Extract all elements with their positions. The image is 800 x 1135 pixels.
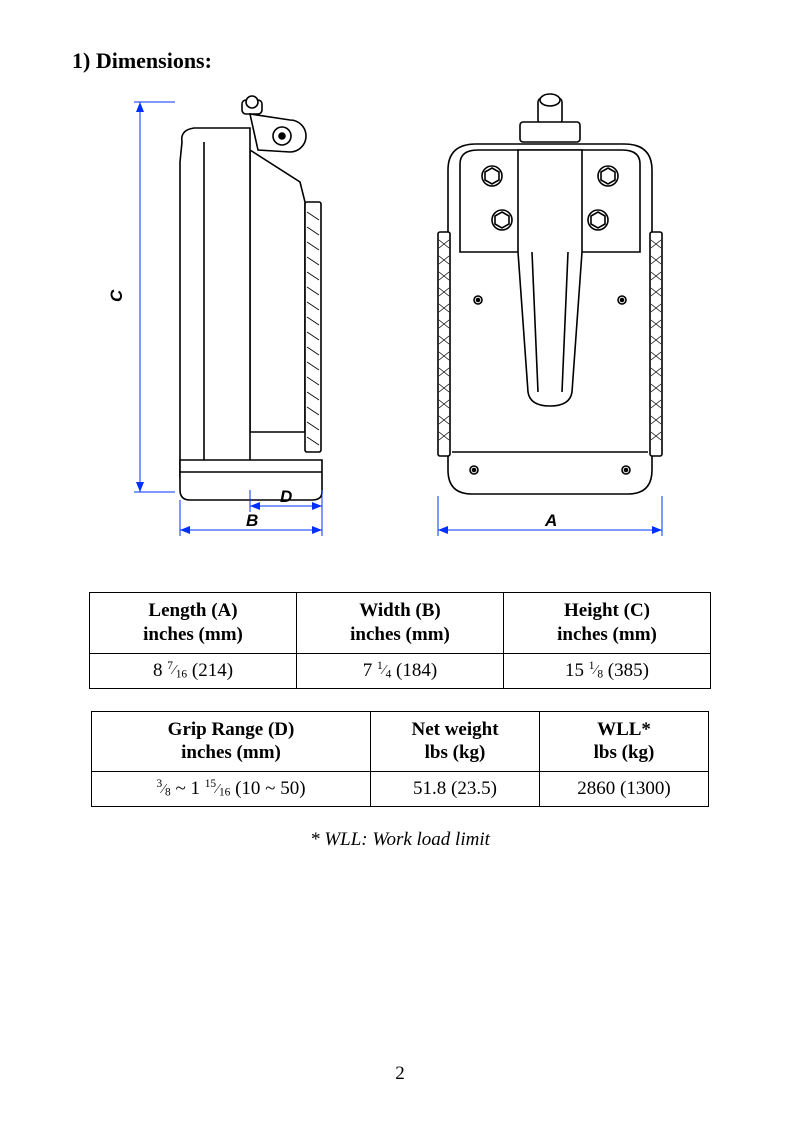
page: 1) Dimensions: C (0, 0, 800, 1135)
cell-grip: 3⁄8 ~ 1 15⁄16 (10 ~ 50) (92, 772, 371, 807)
table-header-row: Grip Range (D)inches (mm) Net weightlbs … (92, 711, 709, 772)
page-number: 2 (0, 1063, 800, 1085)
cell-width: 7 1⁄4 (184) (297, 653, 504, 688)
side-view: C (100, 92, 380, 547)
table-row: 3⁄8 ~ 1 15⁄16 (10 ~ 50) 51.8 (23.5) 2860… (92, 772, 709, 807)
front-view: A (400, 92, 700, 547)
cell-weight: 51.8 (23.5) (371, 772, 540, 807)
dim-label-c: C (107, 289, 126, 302)
dim-label-a: A (544, 511, 557, 530)
cell-wll: 2860 (1300) (540, 772, 709, 807)
dim-label-b: B (246, 511, 258, 530)
col-width: Width (B)inches (mm) (297, 593, 504, 654)
col-weight: Net weightlbs (kg) (371, 711, 540, 772)
section-title: 1) Dimensions: (72, 48, 728, 74)
table-row: 8 7⁄16 (214) 7 1⁄4 (184) 15 1⁄8 (385) (90, 653, 711, 688)
dimensions-table-1: Length (A)inches (mm) Width (B)inches (m… (89, 592, 711, 689)
dimensions-table-2: Grip Range (D)inches (mm) Net weightlbs … (91, 711, 709, 808)
cell-length: 8 7⁄16 (214) (90, 653, 297, 688)
dimensions-diagram: C (100, 92, 700, 547)
col-grip: Grip Range (D)inches (mm) (92, 711, 371, 772)
cell-height: 15 1⁄8 (385) (504, 653, 711, 688)
col-length: Length (A)inches (mm) (90, 593, 297, 654)
table-header-row: Length (A)inches (mm) Width (B)inches (m… (90, 593, 711, 654)
dim-label-d: D (280, 487, 292, 506)
wll-footnote: * WLL: Work load limit (72, 829, 728, 851)
col-height: Height (C)inches (mm) (504, 593, 711, 654)
col-wll: WLL*lbs (kg) (540, 711, 709, 772)
